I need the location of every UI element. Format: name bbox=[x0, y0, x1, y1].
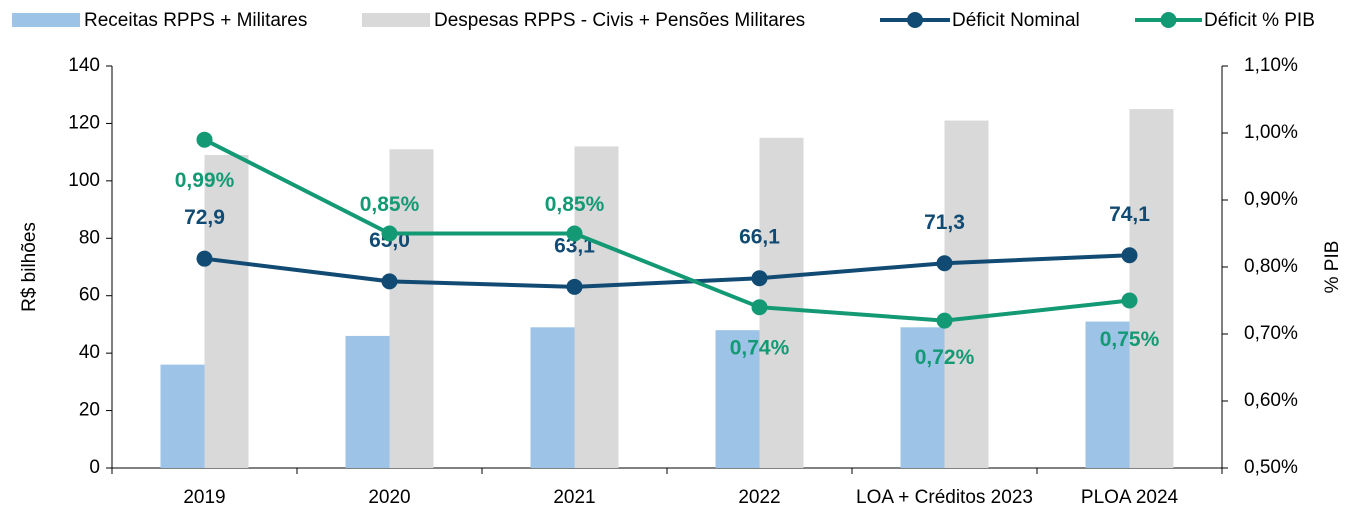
line-marker bbox=[936, 255, 953, 272]
y-tick-label: 120 bbox=[68, 112, 100, 133]
x-tick-label: PLOA 2024 bbox=[1081, 487, 1179, 508]
line-marker bbox=[196, 131, 213, 148]
y2-tick-label: 0,80% bbox=[1244, 256, 1298, 277]
x-tick-label: 2021 bbox=[553, 487, 595, 508]
x-tick-label: 2019 bbox=[183, 487, 225, 508]
x-tick-label: 2020 bbox=[368, 487, 410, 508]
legend-label: Déficit % PIB bbox=[1204, 10, 1315, 31]
bar bbox=[715, 330, 760, 468]
y-axis-label: R$ bilhões bbox=[19, 222, 40, 312]
line-marker bbox=[751, 299, 768, 316]
value-label: 74,1 bbox=[1109, 203, 1150, 226]
x-tick-label: 2022 bbox=[738, 487, 780, 508]
y2-tick-label: 0,50% bbox=[1244, 457, 1298, 478]
legend-swatch bbox=[12, 13, 80, 27]
value-label: 0,74% bbox=[730, 337, 790, 360]
value-label: 0,72% bbox=[915, 346, 975, 369]
bar bbox=[1085, 321, 1130, 468]
line bbox=[204, 253, 1130, 289]
y2-tick-label: 0,70% bbox=[1244, 323, 1298, 344]
line-marker bbox=[566, 278, 583, 295]
value-label: 0,85% bbox=[360, 193, 420, 216]
bar bbox=[345, 335, 390, 468]
legend-label: Receitas RPPS + Militares bbox=[84, 10, 307, 31]
y-tick-label: 0 bbox=[89, 457, 100, 478]
legend-marker bbox=[907, 12, 923, 28]
value-label: 66,1 bbox=[739, 226, 780, 249]
bar bbox=[574, 146, 619, 468]
y-tick-label: 100 bbox=[68, 170, 100, 191]
x-tick-label: LOA + Créditos 2023 bbox=[856, 487, 1033, 508]
line-marker bbox=[196, 250, 213, 267]
value-label: 63,1 bbox=[554, 234, 595, 257]
y2-tick-label: 1,10% bbox=[1244, 55, 1298, 76]
bar bbox=[530, 327, 575, 468]
legend-swatch bbox=[362, 13, 430, 27]
legend-marker bbox=[1160, 12, 1177, 28]
value-label: 71,3 bbox=[924, 211, 965, 234]
y-tick-label: 140 bbox=[68, 55, 100, 76]
line-marker bbox=[936, 312, 953, 329]
value-label: 0,75% bbox=[1100, 328, 1160, 351]
value-label: 0,85% bbox=[545, 193, 605, 216]
bar bbox=[389, 149, 434, 468]
y-tick-label: 20 bbox=[79, 400, 100, 421]
bar bbox=[204, 155, 249, 468]
legend-label: Déficit Nominal bbox=[952, 10, 1080, 31]
bar bbox=[160, 364, 205, 468]
line-marker bbox=[381, 273, 398, 290]
y-tick-label: 60 bbox=[79, 285, 100, 306]
bar bbox=[1129, 109, 1174, 469]
y2-tick-label: 0,60% bbox=[1244, 390, 1298, 411]
line bbox=[203, 137, 1130, 323]
line-marker bbox=[566, 225, 583, 242]
value-label: 0,99% bbox=[175, 169, 235, 192]
bar bbox=[759, 137, 804, 469]
line-marker bbox=[381, 225, 398, 242]
y-tick-label: 40 bbox=[79, 342, 100, 363]
bar bbox=[944, 120, 989, 469]
y2-axis-label: % PIB bbox=[1322, 241, 1343, 294]
line-marker bbox=[751, 270, 768, 287]
y2-tick-label: 0,90% bbox=[1244, 189, 1298, 210]
value-label: 72,9 bbox=[184, 206, 225, 229]
y-tick-label: 80 bbox=[79, 227, 100, 248]
line-marker bbox=[1121, 247, 1138, 264]
line-marker bbox=[1121, 292, 1138, 309]
y2-tick-label: 1,00% bbox=[1244, 122, 1298, 143]
legend-label: Despesas RPPS - Civis + Pensões Militare… bbox=[434, 10, 805, 31]
bar bbox=[900, 327, 945, 468]
